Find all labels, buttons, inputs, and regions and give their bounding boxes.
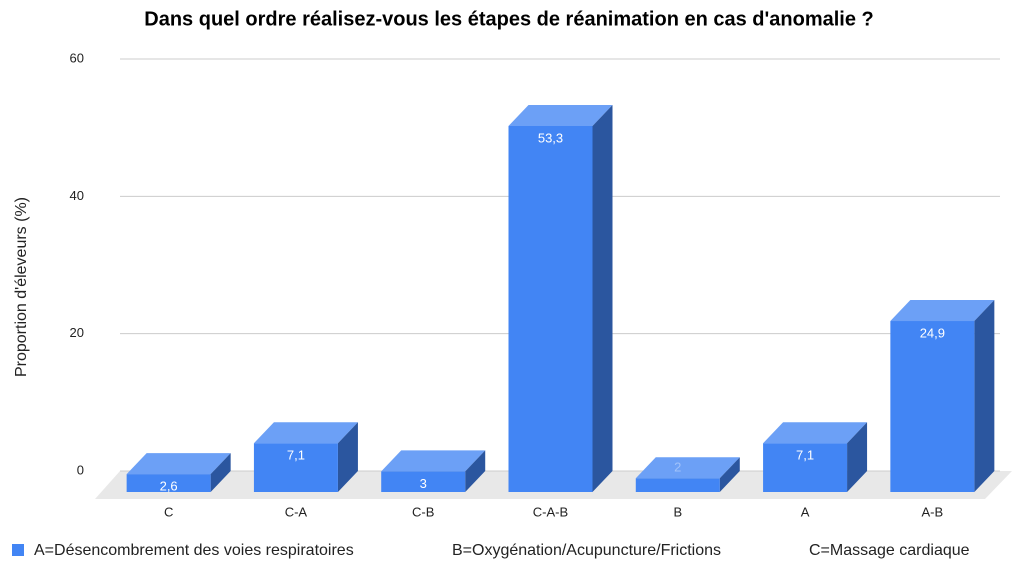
bar-top <box>763 422 868 444</box>
bar <box>508 126 593 493</box>
x-tick-label: A <box>801 504 810 519</box>
data-label: 2 <box>674 460 681 475</box>
bar-top <box>253 422 358 444</box>
y-tick-label: 0 <box>77 462 84 477</box>
bar <box>381 471 466 492</box>
bar-top <box>381 450 486 472</box>
bar-side <box>847 422 868 492</box>
data-label: 7,1 <box>796 448 814 463</box>
y-tick-label: 20 <box>70 325 84 340</box>
bar <box>763 443 848 492</box>
y-tick-label: 60 <box>70 50 84 65</box>
bar-side <box>719 457 740 492</box>
bar <box>635 478 720 492</box>
bar-top <box>890 300 995 322</box>
bar-top <box>508 105 613 127</box>
x-tick-label: C-A <box>285 504 308 519</box>
data-label: 3 <box>420 476 427 491</box>
legend-label: A=Désencombrement des voies respiratoire… <box>34 542 354 559</box>
bar-side <box>210 453 231 492</box>
bar <box>890 321 975 492</box>
bar-side <box>592 105 613 493</box>
bar <box>126 474 211 492</box>
y-axis-label: Proportion d'éleveurs (%) <box>13 197 30 377</box>
legend-note: B=Oxygénation/Acupuncture/Frictions <box>452 542 721 559</box>
bar <box>253 443 338 492</box>
bar-top <box>126 453 231 475</box>
x-tick-label: C <box>164 504 173 519</box>
data-label: 24,9 <box>920 325 945 340</box>
data-label: 53,3 <box>538 130 563 145</box>
chart-title: Dans quel ordre réalisez-vous les étapes… <box>144 8 873 30</box>
legend-swatch <box>12 544 24 556</box>
x-tick-label: B <box>673 504 682 519</box>
legend-note: C=Massage cardiaque <box>809 542 970 559</box>
bar-side <box>337 422 358 492</box>
bar-side <box>974 300 995 492</box>
y-tick-label: 40 <box>70 188 84 203</box>
bar-top <box>635 457 740 479</box>
x-tick-label: C-B <box>412 504 434 519</box>
bar-side <box>465 450 486 492</box>
data-label: 2,6 <box>160 479 178 494</box>
x-tick-label: C-A-B <box>533 504 568 519</box>
data-label: 7,1 <box>287 448 305 463</box>
x-tick-label: A-B <box>922 504 944 519</box>
